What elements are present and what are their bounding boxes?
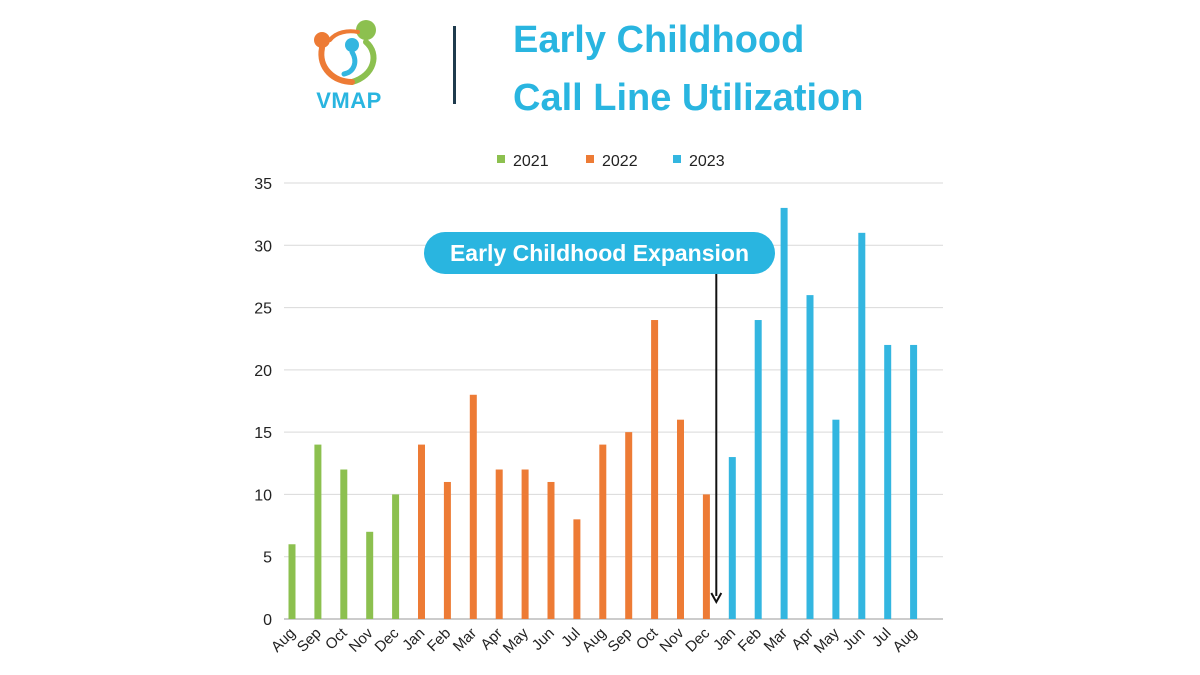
bar — [651, 320, 659, 619]
header: VMAP Early Childhood Call Line Utilizati… — [0, 0, 1200, 130]
title-line-2: Call Line Utilization — [513, 77, 864, 119]
x-tick-label: Apr — [478, 625, 507, 654]
bar — [728, 457, 736, 619]
x-tick-label: Jan — [399, 625, 428, 654]
vmap-logo: VMAP — [308, 14, 390, 114]
bar — [547, 481, 555, 619]
x-tick-label: Aug — [579, 625, 610, 656]
y-tick-label: 35 — [254, 176, 272, 193]
bar — [573, 519, 581, 619]
y-tick-label: 5 — [263, 550, 272, 567]
header-divider — [453, 26, 456, 104]
bar — [469, 394, 477, 619]
x-tick-label: Jul — [558, 625, 584, 651]
vmap-logo-icon — [314, 20, 377, 85]
legend-swatch — [497, 155, 505, 163]
bar — [521, 469, 529, 619]
x-tick-label: Oct — [322, 624, 351, 653]
bar — [392, 494, 400, 619]
x-tick-label: Jan — [710, 625, 739, 654]
bar — [832, 419, 840, 619]
x-tick-label: Jul — [869, 625, 895, 651]
y-tick-label: 10 — [254, 487, 272, 504]
bar — [599, 444, 607, 619]
annotation-callout: Early Childhood Expansion — [424, 232, 775, 274]
legend-label: 2023 — [689, 153, 725, 170]
x-tick-label: May — [811, 624, 843, 656]
x-tick-label: May — [500, 624, 532, 656]
x-tick-label: Feb — [735, 625, 765, 655]
x-tick-label: Jun — [529, 625, 558, 654]
x-tick-label: Sep — [605, 625, 636, 656]
x-tick-label: Aug — [268, 625, 299, 656]
bar — [340, 469, 348, 619]
legend-swatch — [673, 155, 681, 163]
bar — [495, 469, 503, 619]
bar — [677, 419, 684, 619]
bar — [884, 344, 892, 619]
legend-label: 2021 — [513, 153, 549, 170]
x-tick-label: Mar — [450, 625, 480, 655]
bar — [443, 481, 451, 619]
annotation-arrow-head — [710, 592, 723, 605]
y-tick-label: 20 — [254, 363, 272, 380]
logo-text: VMAP — [316, 88, 382, 113]
x-tick-label: Nov — [346, 624, 377, 655]
bar — [910, 344, 918, 619]
bar — [314, 444, 322, 619]
x-tick-label: Aug — [890, 625, 921, 656]
x-tick-label: Dec — [682, 624, 713, 655]
y-tick-label: 0 — [263, 612, 272, 629]
bar — [418, 444, 425, 619]
y-tick-label: 15 — [254, 425, 272, 442]
x-tick-label: Dec — [372, 624, 403, 655]
y-tick-label: 30 — [254, 238, 272, 255]
x-tick-label: Nov — [656, 624, 687, 655]
bar — [780, 207, 788, 619]
x-tick-label: Jun — [840, 625, 869, 654]
x-tick-label: Oct — [633, 624, 662, 653]
bar — [702, 494, 710, 619]
bar — [625, 432, 633, 619]
y-tick-label: 25 — [254, 301, 272, 318]
bar — [858, 232, 866, 620]
x-tick-label: Mar — [761, 625, 791, 655]
bar — [806, 295, 814, 619]
bar — [754, 320, 762, 619]
bar — [288, 544, 296, 619]
bar — [366, 531, 374, 619]
x-tick-label: Feb — [424, 625, 454, 655]
legend-swatch — [586, 155, 594, 163]
title-line-1: Early Childhood — [513, 19, 805, 61]
x-tick-label: Apr — [788, 625, 817, 654]
legend-label: 2022 — [602, 153, 638, 170]
x-tick-label: Sep — [294, 625, 325, 656]
